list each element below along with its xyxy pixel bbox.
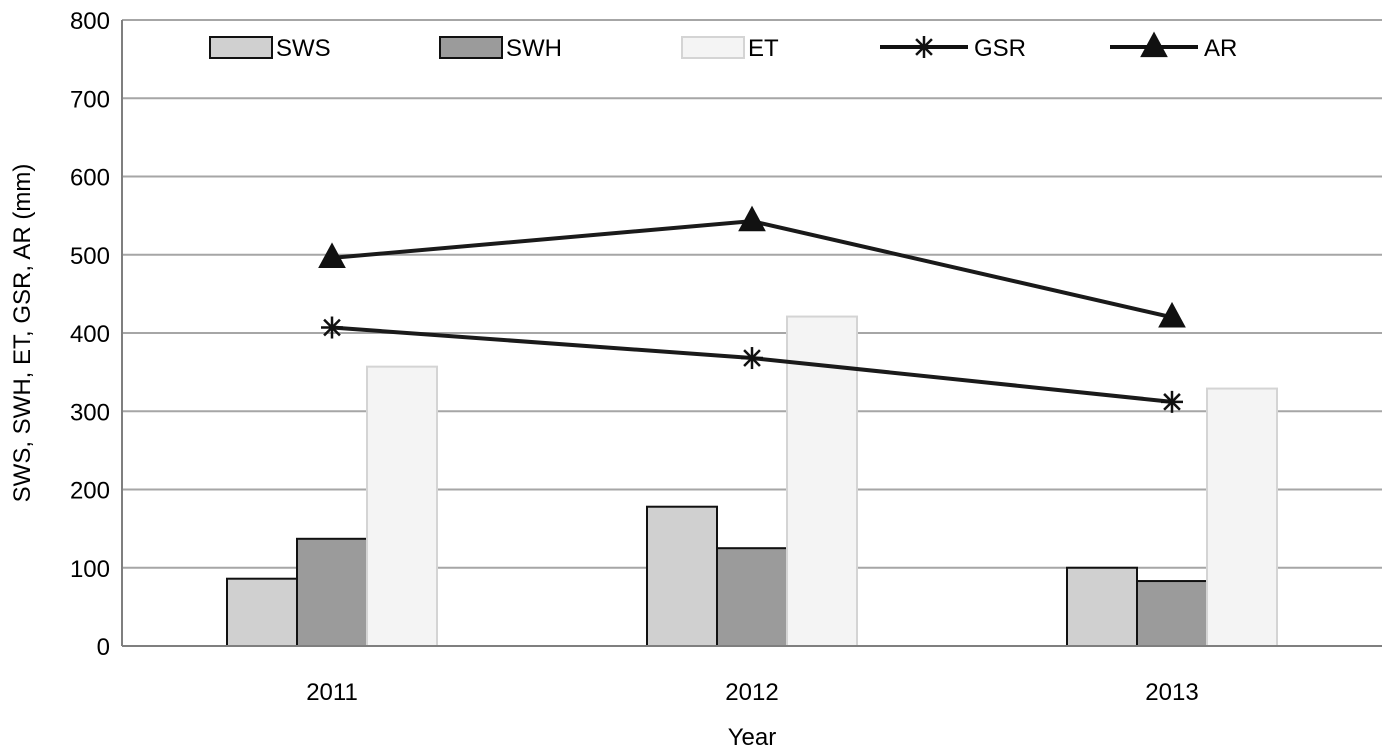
bar-et-2012: [786, 315, 858, 647]
point-gsr-2011: [321, 316, 343, 339]
bar-sws-2013: [1066, 566, 1138, 647]
line-ar: [331, 219, 1173, 320]
legend-label: GSR: [974, 35, 1026, 62]
point-gsr-2013: [1161, 390, 1183, 413]
axes: 0 100 200 300 400 500 600 700 800 2011 2012 2013: [70, 8, 1382, 706]
y-tick-label: 0: [97, 634, 110, 661]
legend-item-ar: AR: [1110, 31, 1237, 62]
point-gsr-2012: [741, 347, 763, 370]
legend-marker: [1140, 31, 1168, 58]
y-tick-label: 400: [70, 321, 110, 348]
x-tick-label: 2012: [725, 679, 778, 706]
legend-swatch: [681, 36, 745, 59]
bar-et-2013: [1206, 387, 1278, 647]
y-tick-label: 200: [70, 478, 110, 505]
gridlines: [122, 19, 1382, 569]
line-marks: [318, 205, 1186, 413]
legend-item-et: ET: [681, 35, 779, 62]
bar-sws-2011: [226, 577, 298, 648]
legend-label: ET: [748, 35, 779, 62]
y-tick-label: 300: [70, 399, 110, 426]
asterisk-stroke: [1163, 393, 1181, 411]
bar-swh-2011: [296, 537, 368, 647]
x-axis-title: Year: [728, 724, 777, 751]
point-ar-2011: [318, 242, 346, 268]
legend-item-swh: SWH: [439, 35, 562, 62]
legend-item-gsr: GSR: [880, 35, 1026, 62]
asterisk-stroke: [323, 318, 341, 337]
y-tick-label: 500: [70, 243, 110, 270]
bar-sws-2012: [646, 505, 718, 647]
legend-swatch: [209, 36, 273, 59]
y-axis-title: SWS, SWH, ET, GSR, AR (mm): [9, 164, 36, 503]
bar-et-2011: [366, 365, 438, 647]
legend-swatch: [439, 36, 503, 59]
x-tick-label: 2011: [306, 679, 358, 706]
legend-label: SWS: [276, 35, 331, 62]
y-tick-label: 800: [70, 8, 110, 35]
asterisk-stroke: [743, 349, 761, 367]
legend-marker: [913, 36, 935, 58]
legend: SWS SWH ET GSR AR: [209, 31, 1237, 62]
x-tick-label: 2013: [1145, 679, 1198, 706]
y-tick-label: 700: [70, 86, 110, 113]
y-tick-label: 100: [70, 556, 110, 583]
bar-swh-2013: [1136, 580, 1208, 647]
legend-label: SWH: [506, 35, 562, 62]
bar-swh-2012: [716, 547, 788, 647]
point-ar-2012: [738, 205, 766, 232]
legend-item-sws: SWS: [209, 35, 331, 62]
asterisk-stroke: [915, 38, 933, 56]
point-ar-2013: [1158, 301, 1186, 328]
legend-label: AR: [1204, 35, 1237, 62]
bar-marks: [226, 315, 1278, 648]
y-tick-label: 600: [70, 165, 110, 192]
